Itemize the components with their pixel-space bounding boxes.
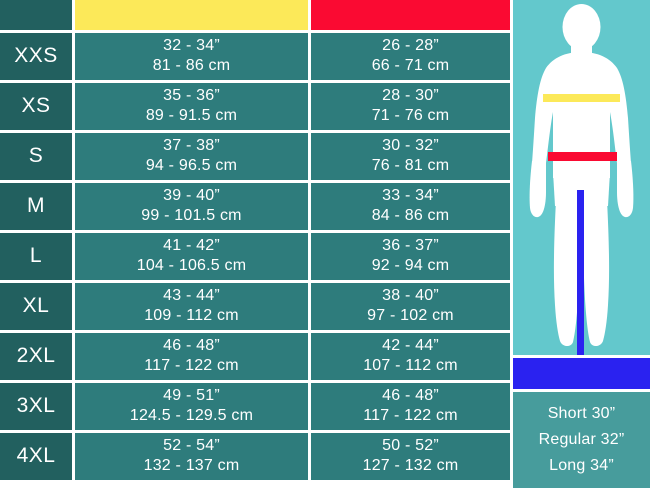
- size-label: XXS: [14, 44, 58, 68]
- inseam-legend: Short 30” Regular 32” Long 34”: [513, 392, 650, 488]
- waist-measurement-cell: 28 - 30” 71 - 76 cm: [311, 83, 510, 130]
- size-label: 3XL: [16, 394, 56, 418]
- chest-measurement-cell: 39 - 40” 99 - 101.5 cm: [75, 183, 308, 230]
- size-label: L: [29, 244, 43, 268]
- chest-inches: 32 - 34”: [163, 37, 220, 55]
- waist-inches: 26 - 28”: [382, 37, 439, 55]
- table-row: 3XL 49 - 51” 124.5 - 129.5 cm 46 - 48” 117 -…: [0, 383, 510, 430]
- waist-inches: 38 - 40”: [382, 287, 439, 305]
- size-label-cell: 2XL: [0, 333, 72, 380]
- size-label: 4XL: [16, 444, 56, 468]
- table-row: XL 43 - 44” 109 - 112 cm 38 - 40” 97 - 102 c…: [0, 283, 510, 330]
- chest-measurement-cell: 52 - 54” 132 - 137 cm: [75, 433, 308, 480]
- chest-measurement-cell: 35 - 36” 89 - 91.5 cm: [75, 83, 308, 130]
- chest-measurement-cell: 37 - 38” 94 - 96.5 cm: [75, 133, 308, 180]
- size-label: M: [27, 194, 45, 218]
- waist-measurement-cell: 30 - 32” 76 - 81 cm: [311, 133, 510, 180]
- waist-inches: 42 - 44”: [382, 337, 439, 355]
- waist-inches: 46 - 48”: [382, 387, 439, 405]
- table-row: M 39 - 40” 99 - 101.5 cm 33 - 34” 84 - 86 cm: [0, 183, 510, 230]
- waist-inches: 28 - 30”: [382, 87, 439, 105]
- chest-inches: 35 - 36”: [163, 87, 220, 105]
- inseam-option-long: Long 34”: [549, 457, 614, 474]
- chest-measurement-cell: 49 - 51” 124.5 - 129.5 cm: [75, 383, 308, 430]
- size-label-cell: S: [0, 133, 72, 180]
- chest-measurement-cell: 41 - 42” 104 - 106.5 cm: [75, 233, 308, 280]
- chest-centimeters: 81 - 86 cm: [152, 57, 231, 74]
- chest-inches: 46 - 48”: [163, 337, 220, 355]
- table-header-row: [0, 0, 510, 30]
- waist-centimeters: 92 - 94 cm: [371, 257, 450, 274]
- size-label-cell: 4XL: [0, 433, 72, 480]
- chest-centimeters: 94 - 96.5 cm: [145, 157, 238, 174]
- chest-measurement-cell: 43 - 44” 109 - 112 cm: [75, 283, 308, 330]
- chest-centimeters: 104 - 106.5 cm: [136, 257, 247, 274]
- size-label-cell: L: [0, 233, 72, 280]
- size-label: 2XL: [16, 344, 56, 368]
- inseam-color-bar: [513, 358, 650, 389]
- chest-inches: 41 - 42”: [163, 237, 220, 255]
- size-label-cell: 3XL: [0, 383, 72, 430]
- table-row: 2XL 46 - 48” 117 - 122 cm 42 - 44” 107 - 112…: [0, 333, 510, 380]
- chest-measurement-cell: 46 - 48” 117 - 122 cm: [75, 333, 308, 380]
- chest-centimeters: 109 - 112 cm: [144, 307, 239, 324]
- header-cell-size: [0, 0, 72, 30]
- waist-centimeters: 66 - 71 cm: [371, 57, 450, 74]
- waist-centimeters: 84 - 86 cm: [371, 207, 450, 224]
- inseam-option-short: Short 30”: [547, 405, 616, 422]
- waist-measurement-cell: 26 - 28” 66 - 71 cm: [311, 33, 510, 80]
- chest-inches: 52 - 54”: [163, 437, 220, 455]
- waist-centimeters: 76 - 81 cm: [371, 157, 450, 174]
- header-cell-waist: [311, 0, 510, 30]
- table-row: L 41 - 42” 104 - 106.5 cm 36 - 37” 92 - 94 c…: [0, 233, 510, 280]
- chest-inches: 37 - 38”: [163, 137, 220, 155]
- chest-inches: 39 - 40”: [163, 187, 220, 205]
- size-label-cell: XXS: [0, 33, 72, 80]
- size-label: XL: [22, 294, 50, 318]
- waist-measurement-cell: 38 - 40” 97 - 102 cm: [311, 283, 510, 330]
- waist-measurement-cell: 46 - 48” 117 - 122 cm: [311, 383, 510, 430]
- chest-centimeters: 132 - 137 cm: [143, 457, 240, 474]
- chest-centimeters: 89 - 91.5 cm: [145, 107, 238, 124]
- chest-centimeters: 117 - 122 cm: [144, 357, 239, 374]
- male-body-silhouette-icon: [513, 0, 650, 355]
- waist-measurement-cell: 36 - 37” 92 - 94 cm: [311, 233, 510, 280]
- table-row: XXS 32 - 34” 81 - 86 cm 26 - 28” 66 - 71 cm: [0, 33, 510, 80]
- waist-measurement-cell: 50 - 52” 127 - 132 cm: [311, 433, 510, 480]
- table-row: S 37 - 38” 94 - 96.5 cm 30 - 32” 76 - 81 cm: [0, 133, 510, 180]
- size-label-cell: XL: [0, 283, 72, 330]
- waist-inches: 33 - 34”: [382, 187, 439, 205]
- waist-inches: 30 - 32”: [382, 137, 439, 155]
- waist-centimeters: 71 - 76 cm: [371, 107, 450, 124]
- header-cell-chest: [75, 0, 308, 30]
- waist-centimeters: 117 - 122 cm: [363, 407, 458, 424]
- waist-measurement-cell: 33 - 34” 84 - 86 cm: [311, 183, 510, 230]
- chest-inches: 49 - 51”: [163, 387, 220, 405]
- waist-centimeters: 97 - 102 cm: [367, 307, 454, 324]
- chest-measurement-cell: 32 - 34” 81 - 86 cm: [75, 33, 308, 80]
- size-label-cell: XS: [0, 83, 72, 130]
- chest-centimeters: 124.5 - 129.5 cm: [129, 407, 254, 424]
- table-row: 4XL 52 - 54” 132 - 137 cm 50 - 52” 127 - 132…: [0, 433, 510, 480]
- size-table: XXS 32 - 34” 81 - 86 cm 26 - 28” 66 - 71 cm X…: [0, 0, 510, 480]
- waist-inches: 50 - 52”: [382, 437, 439, 455]
- size-label: S: [28, 144, 44, 168]
- size-label-cell: M: [0, 183, 72, 230]
- waist-measurement-cell: 42 - 44” 107 - 112 cm: [311, 333, 510, 380]
- waist-centimeters: 107 - 112 cm: [363, 357, 458, 374]
- chest-centimeters: 99 - 101.5 cm: [141, 207, 242, 224]
- chest-inches: 43 - 44”: [163, 287, 220, 305]
- inseam-option-regular: Regular 32”: [538, 431, 625, 448]
- size-label: XS: [21, 94, 51, 118]
- waist-inches: 36 - 37”: [382, 237, 439, 255]
- waist-centimeters: 127 - 132 cm: [362, 457, 459, 474]
- figure-panel: Short 30” Regular 32” Long 34”: [513, 0, 650, 488]
- table-row: XS 35 - 36” 89 - 91.5 cm 28 - 30” 71 - 76 cm: [0, 83, 510, 130]
